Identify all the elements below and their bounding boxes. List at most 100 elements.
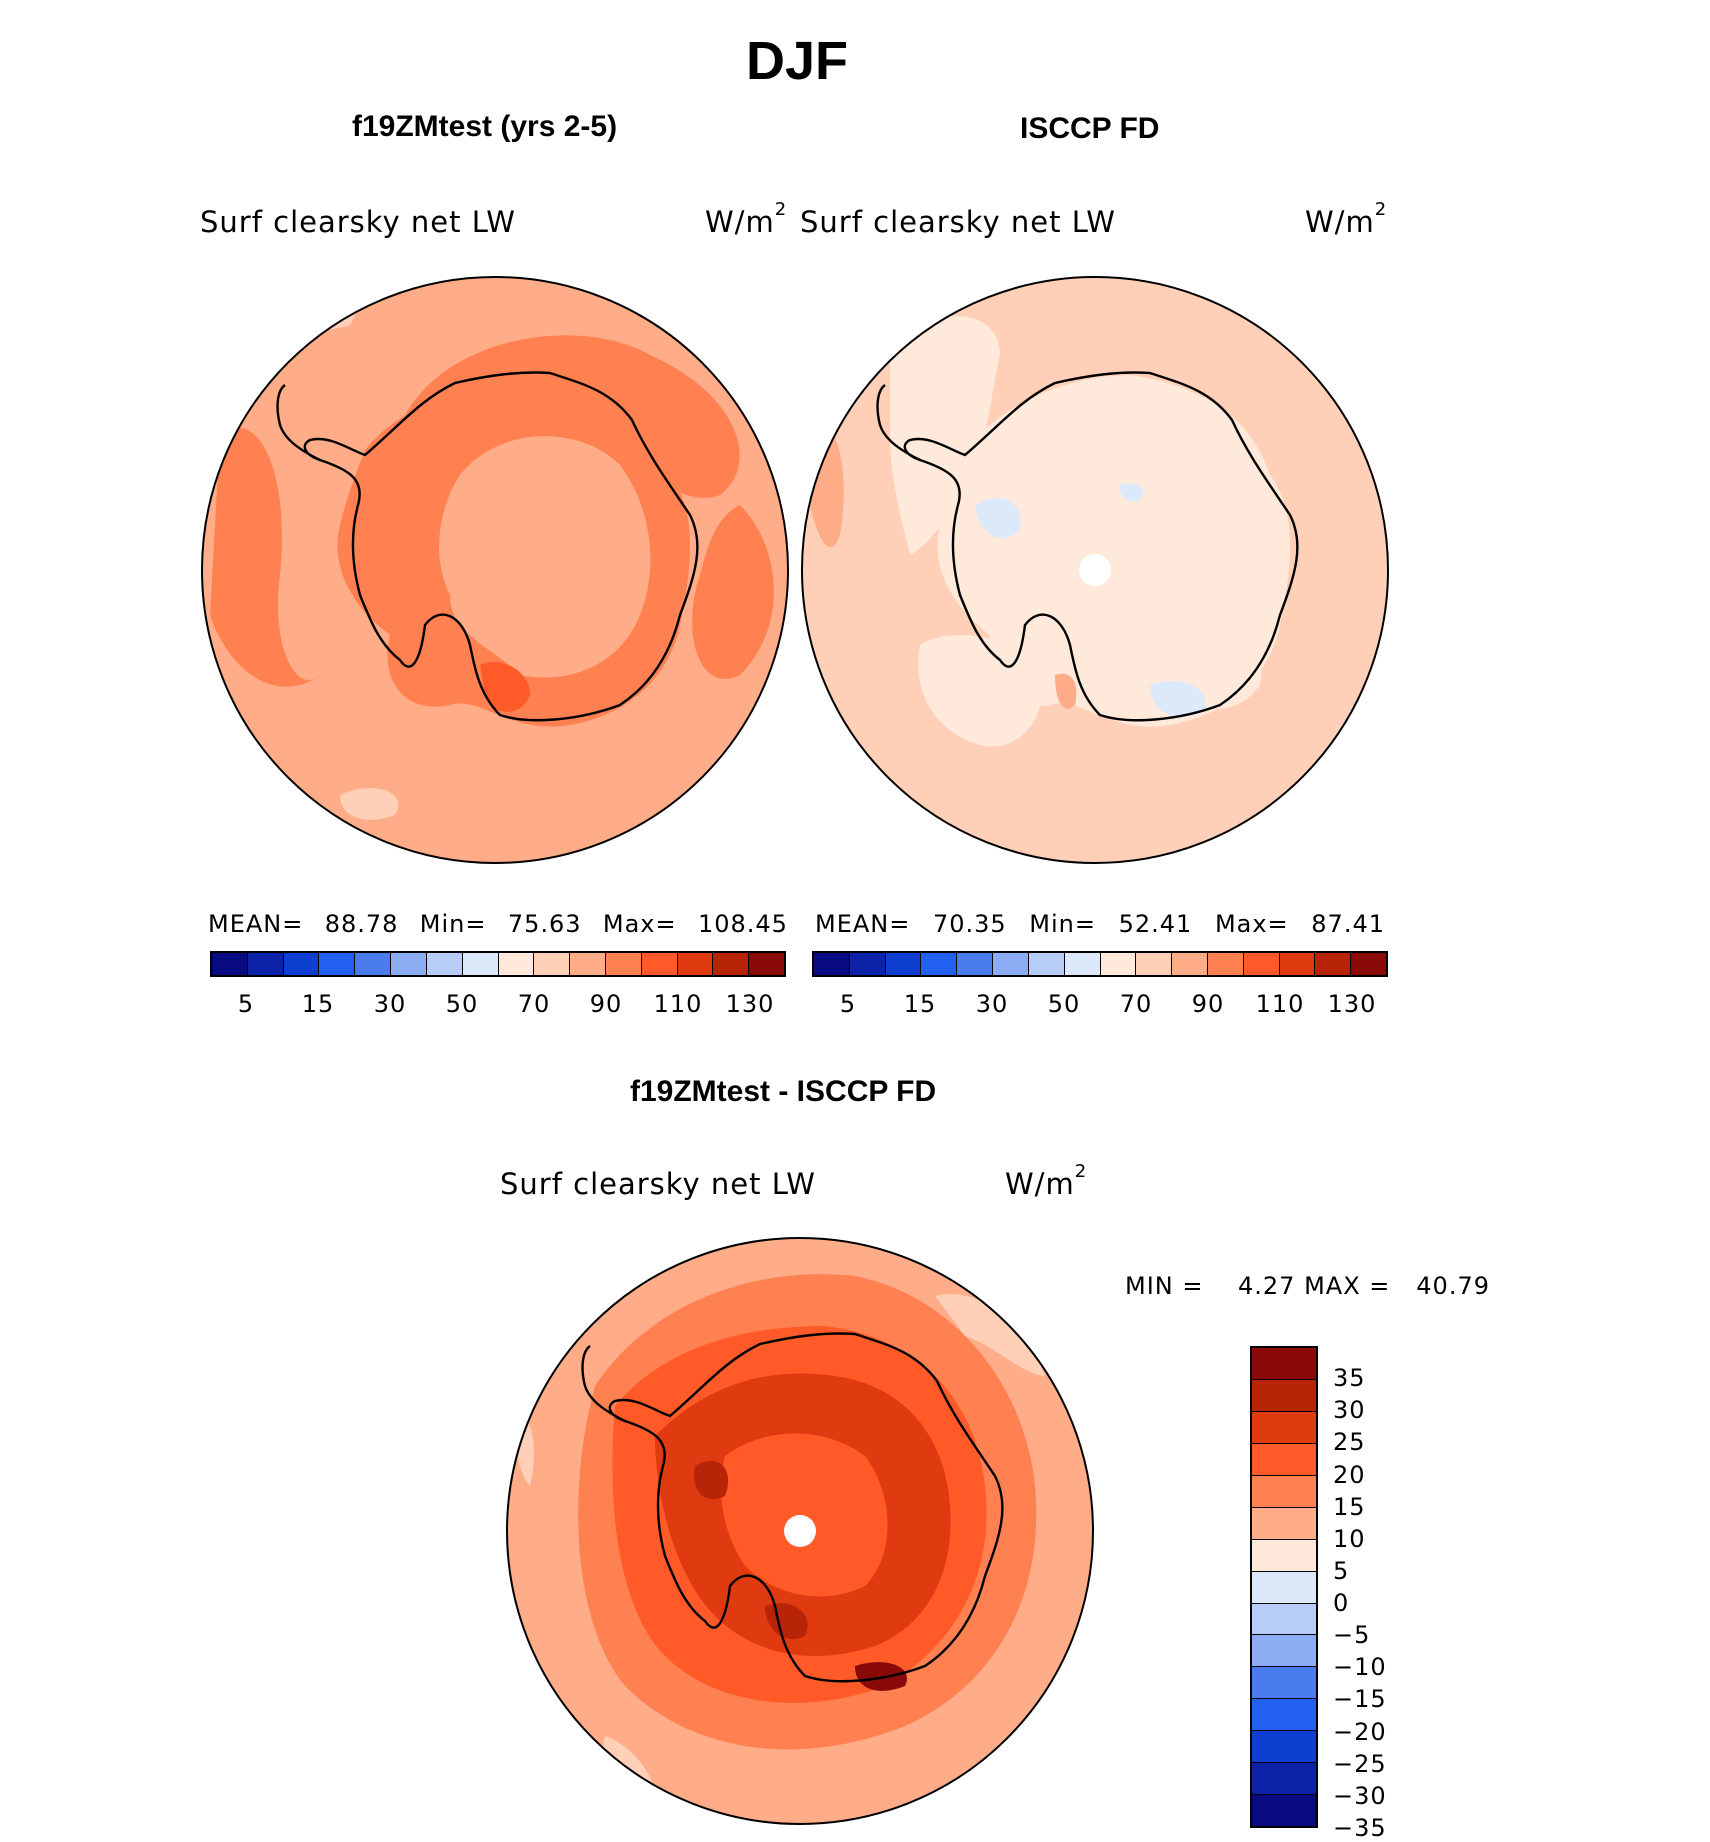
p3-outer-low-ne	[935, 1294, 1045, 1376]
colorbar-swatch	[426, 953, 463, 975]
p3-peninsula	[581, 1345, 626, 1423]
p1-ocean-high-east	[692, 505, 774, 679]
p2-blue-patch-1	[975, 498, 1021, 538]
colorbar-tick-label: 10	[1333, 1524, 1366, 1553]
colorbar-tick-label: 70	[517, 990, 551, 1018]
panel1-variable: Surf clearsky net LW	[200, 205, 516, 239]
panel1-units: W/m2	[705, 199, 788, 239]
colorbar-tick-label: −30	[1333, 1781, 1387, 1810]
p1-max-label: Max=	[602, 910, 677, 938]
diff-colorbar	[1250, 1346, 1318, 1828]
colorbar-tick-label: −10	[1333, 1653, 1387, 1682]
colorbar-tick-label: 25	[1333, 1428, 1366, 1457]
p2-max-label: Max=	[1214, 910, 1289, 938]
p1-max-value: 108.45	[697, 910, 788, 938]
p2-max-value: 87.41	[1311, 910, 1385, 938]
p2-mean-label: MEAN=	[815, 910, 911, 938]
p2-low-band	[890, 316, 1000, 555]
colorbar-swatch	[355, 953, 392, 975]
p1-interior	[439, 436, 651, 678]
p1-ocean-high-west	[210, 427, 320, 687]
diff-colorbar-ticks: 35 30 25 20 15 10 5 0 −5 −10 −15 −20 −25 −30 −35	[1333, 1346, 1423, 1842]
colorbar-tick-label: −5	[1333, 1621, 1371, 1650]
colorbar-swatch	[1252, 1539, 1316, 1572]
panel1-stats: MEAN= 88.78 Min= 75.63 Max= 108.45	[208, 910, 788, 938]
colorbar-swatch	[1172, 953, 1208, 975]
panel2-colorbar	[812, 951, 1388, 977]
colorbar-tick-label: 50	[445, 990, 479, 1018]
colorbar-swatch	[1252, 1731, 1316, 1764]
colorbar-swatch	[1028, 953, 1065, 975]
colorbar-tick-label: 110	[1255, 990, 1305, 1018]
colorbar-swatch	[534, 953, 571, 975]
panel3-variable: Surf clearsky net LW	[500, 1167, 816, 1201]
colorbar-swatch	[1252, 1667, 1316, 1700]
colorbar-tick-label: 5	[839, 990, 857, 1018]
p3-peak-east	[855, 1662, 907, 1691]
colorbar-tick-label: 5	[1333, 1556, 1350, 1585]
panel3-stats: MIN = 4.27 MAX = 40.79	[1125, 1272, 1490, 1300]
p2-blue-patch-3	[1119, 483, 1144, 502]
panel3-units: W/m2	[1005, 1161, 1088, 1201]
colorbar-swatch	[641, 953, 678, 975]
colorbar-tick-label: 15	[1333, 1492, 1366, 1521]
p2-antarctic-coast	[903, 371, 1299, 722]
panel2-title: ISCCP FD	[1020, 112, 1160, 145]
colorbar-swatch	[1252, 1763, 1316, 1796]
p2-peninsula	[876, 384, 921, 462]
colorbar-swatch	[1252, 1348, 1316, 1380]
colorbar-swatch	[1252, 1443, 1316, 1476]
panel3-title: f19ZMtest - ISCCP FD	[630, 1075, 937, 1108]
colorbar-swatch	[1252, 1411, 1316, 1444]
colorbar-tick-label: 20	[1333, 1460, 1366, 1489]
colorbar-tick-label: 110	[653, 990, 703, 1018]
panel1-colorbar	[210, 951, 786, 977]
colorbar-swatch	[713, 953, 750, 975]
p3-min-label: MIN =	[1125, 1272, 1204, 1300]
colorbar-swatch	[570, 953, 606, 975]
colorbar-swatch	[1136, 953, 1173, 975]
colorbar-tick-label: −35	[1333, 1814, 1387, 1842]
colorbar-tick-label: −25	[1333, 1749, 1387, 1778]
colorbar-swatch	[1243, 953, 1280, 975]
colorbar-tick-label: 70	[1119, 990, 1153, 1018]
panel3-map	[506, 1237, 1094, 1825]
colorbar-swatch	[1351, 953, 1386, 975]
colorbar-swatch	[391, 953, 427, 975]
panel1-title: f19ZMtest (yrs 2-5)	[352, 110, 618, 143]
colorbar-tick-label: 15	[903, 990, 937, 1018]
colorbar-swatch	[212, 953, 248, 975]
colorbar-tick-label: 30	[975, 990, 1009, 1018]
p2-min-value: 52.41	[1118, 910, 1193, 938]
colorbar-swatch	[247, 953, 284, 975]
colorbar-tick-label: −15	[1333, 1685, 1387, 1714]
colorbar-swatch	[1207, 953, 1244, 975]
p3-pole-hole	[784, 1515, 816, 1547]
colorbar-tick-label: 130	[1327, 990, 1377, 1018]
colorbar-swatch	[677, 953, 714, 975]
p3-interior-core	[721, 1433, 888, 1597]
colorbar-swatch	[814, 953, 850, 975]
p2-min-label: Min=	[1029, 910, 1096, 938]
p1-s-patch	[340, 787, 399, 820]
panel2-stats: MEAN= 70.35 Min= 52.41 Max= 87.41	[815, 910, 1385, 938]
p1-mean-value: 88.78	[324, 910, 399, 938]
panel2-colorbar-ticks: 5 15 30 50 70 90 110 130	[812, 990, 1388, 1024]
colorbar-tick-label: 5	[237, 990, 255, 1018]
main-title: DJF	[745, 31, 848, 91]
panel1-colorbar-ticks: 5 15 30 50 70 90 110 130	[210, 990, 786, 1024]
colorbar-swatch	[749, 953, 784, 975]
panel2-map	[801, 276, 1389, 864]
colorbar-swatch	[498, 953, 535, 975]
colorbar-tick-label: 30	[373, 990, 407, 1018]
panel2-units: W/m2	[1305, 199, 1388, 239]
p3-max-value: 40.79	[1416, 1272, 1490, 1300]
p3-min-value: 4.27	[1238, 1272, 1296, 1300]
p3-peak-west	[694, 1460, 729, 1500]
colorbar-tick-label: 35	[1333, 1364, 1366, 1393]
colorbar-swatch	[849, 953, 886, 975]
colorbar-swatch	[1252, 1379, 1316, 1412]
colorbar-swatch	[605, 953, 642, 975]
p1-ross-peak	[480, 661, 530, 712]
p3-antarctic-coast	[608, 1332, 1004, 1683]
